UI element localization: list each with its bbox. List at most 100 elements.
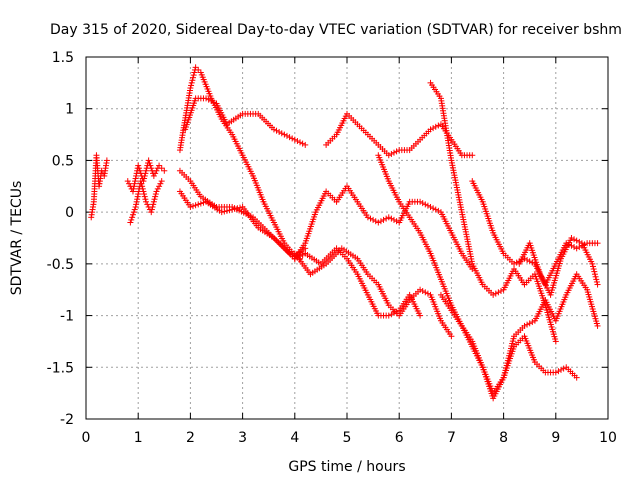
y-tick-label: 0 <box>65 205 74 221</box>
y-tick-label: -1.5 <box>47 360 74 376</box>
data-point <box>158 178 165 185</box>
data-point <box>218 209 225 216</box>
x-tick-label: 5 <box>343 430 352 446</box>
data-point-fill <box>393 218 400 225</box>
data-point-fill <box>150 201 157 208</box>
data-point-fill <box>289 135 296 142</box>
data-point-fill <box>370 216 377 223</box>
data-point-fill <box>526 258 533 265</box>
data-point-fill <box>191 69 198 76</box>
data-point <box>552 369 559 376</box>
data-point <box>132 203 139 210</box>
data-point-fill <box>141 175 148 182</box>
x-tick-label: 3 <box>238 430 247 446</box>
data-point-fill <box>133 172 140 179</box>
data-point-fill <box>297 139 304 146</box>
x-tick-label: 6 <box>395 430 404 446</box>
data-point-fill <box>388 311 395 318</box>
data-point <box>281 131 288 138</box>
data-point-fill <box>132 178 139 185</box>
data-point <box>270 126 277 133</box>
data-point-fill <box>492 290 499 297</box>
y-tick-label: -0.5 <box>47 257 74 273</box>
data-point-fill <box>144 201 151 208</box>
data-point <box>594 240 601 247</box>
data-point-fill <box>151 196 158 203</box>
data-point-fill <box>141 172 148 179</box>
data-point <box>302 141 309 148</box>
y-tick-label: 1 <box>65 102 74 118</box>
data-points <box>88 64 601 402</box>
data-point <box>552 338 559 345</box>
data-point-fill <box>140 188 147 195</box>
y-tick-label: 1.5 <box>52 50 74 66</box>
data-point-fill <box>497 288 504 295</box>
data-point-fill <box>190 72 197 79</box>
data-point-fill <box>157 180 164 187</box>
x-tick-label: 7 <box>447 430 456 446</box>
x-tick-label: 8 <box>499 430 508 446</box>
data-point-fill <box>372 218 379 225</box>
axis-ticks: 0 1 2 3 4 5 6 7 8 9 10 -2 -1.5 -1 -0.5 0 0.5 1 1.5 <box>47 50 617 446</box>
data-point <box>589 260 596 267</box>
data-point-fill <box>134 196 141 203</box>
y-axis-label: SDTVAR / TECUs <box>9 181 25 296</box>
data-point-fill <box>142 196 149 203</box>
data-point-fill <box>197 200 204 207</box>
data-point-fill <box>589 263 596 270</box>
data-point-fill <box>158 165 165 172</box>
data-point-fill <box>192 202 199 209</box>
data-point-fill <box>273 127 280 134</box>
x-tick-label: 9 <box>551 430 560 446</box>
data-point-fill <box>495 289 502 296</box>
data-point <box>127 219 134 226</box>
data-point-fill <box>367 215 374 222</box>
data-point <box>137 178 144 185</box>
data-point <box>291 255 298 262</box>
data-point-fill <box>560 365 567 372</box>
data-point-fill <box>152 170 159 177</box>
data-point-fill <box>524 321 531 328</box>
data-point <box>417 198 424 205</box>
data-point-fill <box>142 170 149 177</box>
data-point <box>427 203 434 210</box>
data-point-fill <box>435 122 442 129</box>
data-point-fill <box>283 132 290 139</box>
data-point <box>521 322 528 329</box>
data-point <box>302 245 309 252</box>
data-point <box>192 64 199 71</box>
data-point-fill <box>435 207 442 214</box>
data-point <box>594 281 601 288</box>
data-point <box>103 157 110 164</box>
data-point <box>129 188 136 195</box>
data-point-fill <box>131 183 138 190</box>
data-point <box>417 312 424 319</box>
data-point-fill <box>591 271 598 278</box>
data-point-fill <box>205 96 212 103</box>
data-point-fill <box>388 150 395 157</box>
data-point <box>143 198 150 205</box>
data-point-fill <box>432 206 439 213</box>
data-point <box>364 214 371 221</box>
data-point-fill <box>134 193 141 200</box>
data-point-fill <box>152 193 159 200</box>
data-point-fill <box>139 183 146 190</box>
data-point-fill <box>380 216 387 223</box>
data-point-fill <box>189 77 196 84</box>
data-point-fill <box>156 183 163 190</box>
data-point-fill <box>424 202 431 209</box>
data-point-fill <box>141 193 148 200</box>
data-point-fill <box>529 319 536 326</box>
data-point-fill <box>139 185 146 192</box>
data-point-fill <box>390 216 397 223</box>
data-point-fill <box>131 180 138 187</box>
data-point <box>490 291 497 298</box>
data-point-fill <box>393 148 400 155</box>
data-point-fill <box>419 288 426 295</box>
data-point-fill <box>195 66 202 73</box>
data-point <box>153 188 160 195</box>
data-point-fill <box>136 167 143 174</box>
chart-title: Day 315 of 2020, Sidereal Day-to-day VTE… <box>50 22 622 38</box>
data-point-fill <box>153 167 160 174</box>
